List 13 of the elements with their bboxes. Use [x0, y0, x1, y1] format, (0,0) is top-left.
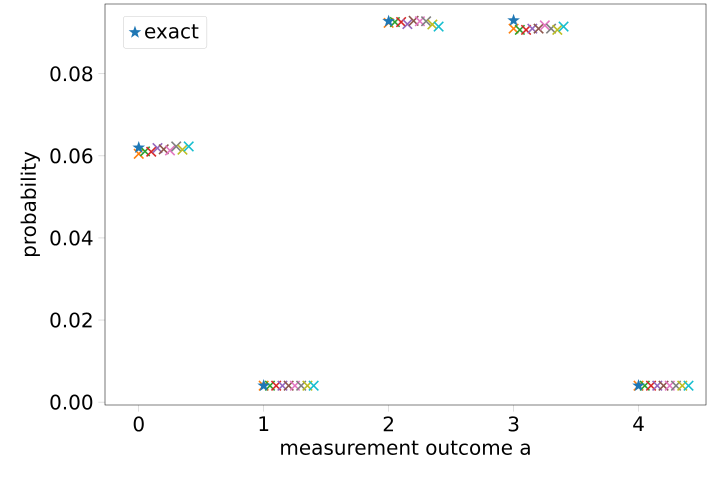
x-tick-label: 3: [508, 416, 518, 432]
x-tick-label: 4: [633, 416, 644, 431]
x-axis-title: measurement outcome a: [281, 440, 530, 455]
y-tick-label: 0.02: [50, 312, 92, 328]
legend-label: exact: [145, 24, 198, 39]
x-tick-label: 2: [384, 416, 394, 432]
y-tick-label: 0.08: [50, 66, 92, 82]
y-axis-title: probability: [20, 152, 40, 256]
y-tick-label: 0.06: [50, 148, 92, 164]
x-tick-label: 0: [134, 416, 144, 432]
y-tick-label: 0.00: [50, 394, 92, 410]
x-tick-label: 1: [260, 416, 268, 431]
y-tick-label: 0.04: [50, 230, 92, 246]
